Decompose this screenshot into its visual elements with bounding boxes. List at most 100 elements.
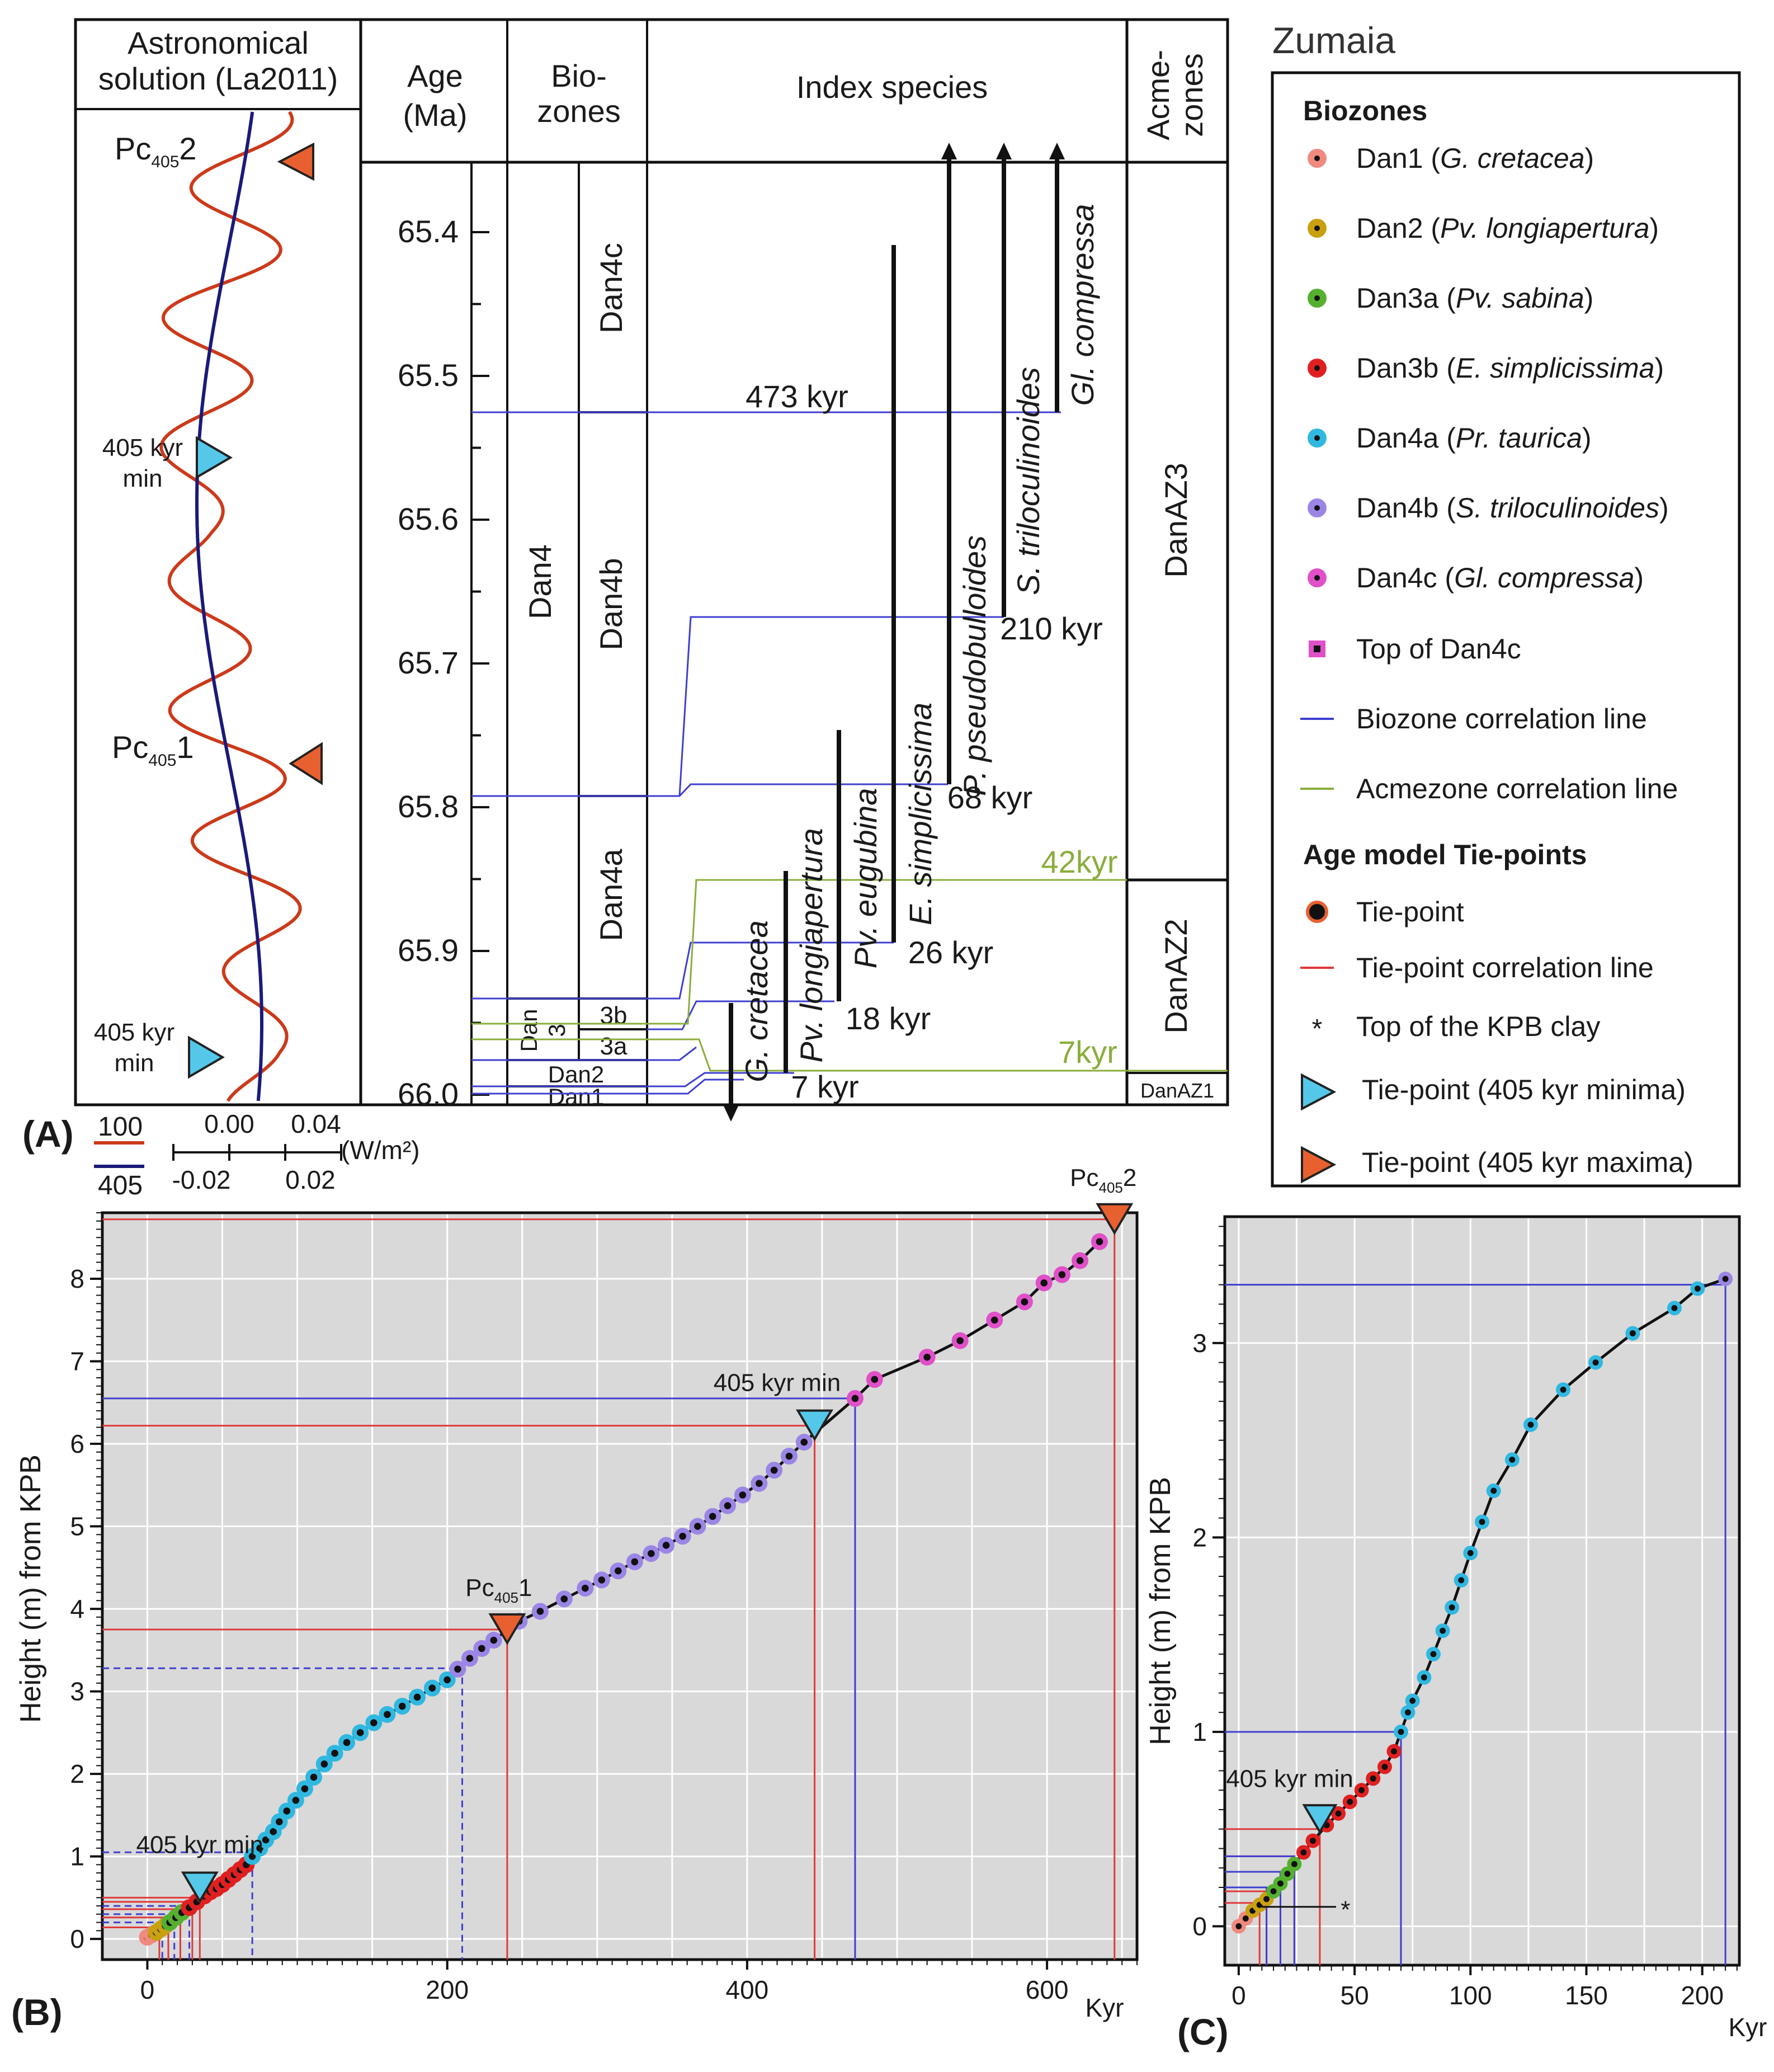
corr-dan2 [471, 1046, 697, 1061]
panel-b-chart: Pc4052 Pc4051 405 kyr min 405 kyr min 0 200 4… [11, 1164, 1139, 2033]
scale-bottom-tick-0: -0.02 [172, 1165, 231, 1194]
biozone-correlation-line [102, 1905, 191, 1960]
data-point-core [739, 1491, 747, 1499]
y-tick-label: 3 [70, 1677, 84, 1706]
legend-tie-point-label: Tie-point [1356, 896, 1464, 927]
age-header-1: Age [407, 58, 463, 93]
age-axis: 65.4 65.5 65.6 65.7 65.8 65.9 66.0 [398, 162, 508, 1112]
data-point-core [1358, 1787, 1365, 1793]
astro-min-b-label-2: min [115, 1049, 154, 1077]
data-point-core [598, 1576, 606, 1584]
panel-c-ylabel: Height (m) from KPB [1144, 1477, 1177, 1745]
data-point-core [1277, 1880, 1284, 1887]
x-tick-label: 50 [1340, 1981, 1369, 2010]
data-point-core [1270, 1888, 1277, 1895]
acme-7 [471, 1038, 1228, 1072]
species-s-triloculinoides: S. triloculinoides [1011, 367, 1046, 595]
duration-42-green: 42kyr [1041, 844, 1118, 879]
data-point-core [248, 1853, 256, 1860]
acmezone-danaz1: DanAZ1 [1140, 1079, 1214, 1102]
data-point-core [648, 1550, 655, 1557]
data-point-core [785, 1452, 793, 1460]
biozone-dan2: Dan2 [548, 1061, 604, 1087]
legend-tie-point-marker [1306, 901, 1328, 923]
legend-tie-title: Age model Tie-points [1303, 839, 1587, 870]
data-point-core [1076, 1257, 1084, 1264]
biozone-dan4a: Dan4a [593, 849, 629, 941]
scale-unit: (W/m²) [341, 1136, 419, 1165]
data-point-core [1284, 1871, 1291, 1877]
scale-100-label: 100 [98, 1112, 143, 1142]
species-pv-eugubina: Pv. eugubina [848, 788, 883, 969]
legend-tie-max-label: Tie-point (405 kyr maxima) [1362, 1147, 1693, 1178]
data-point-core [1440, 1627, 1446, 1634]
data-point-core [1235, 1923, 1242, 1929]
biozone-dan4c: Dan4c [593, 243, 629, 333]
data-point-core [428, 1684, 436, 1692]
data-point-core [1629, 1330, 1636, 1336]
data-point-core [1479, 1519, 1485, 1525]
data-point-core [1458, 1577, 1465, 1584]
legend-biozones-title: Biozones [1303, 95, 1427, 126]
duration-68: 68 kyr [947, 780, 1033, 815]
panel-label-a: (A) [22, 1113, 74, 1155]
panel-a-stratigraphy: Astronomical solution (La2011) Pc4052 Pc… [22, 18, 1229, 1200]
data-point-core [1242, 1915, 1249, 1922]
age-tick-label: 65.4 [398, 214, 459, 249]
data-point-core [1263, 1896, 1270, 1903]
data-point-core [270, 1828, 277, 1835]
data-point-core [1527, 1421, 1534, 1428]
y-tick-label: 0 [70, 1924, 84, 1953]
data-point-core [1449, 1604, 1455, 1611]
astro-min-a-marker [196, 436, 233, 479]
data-point-core [262, 1836, 270, 1844]
age-tick-label: 65.9 [398, 933, 459, 968]
data-point-core [1391, 1748, 1397, 1755]
data-point-core [1398, 1729, 1404, 1735]
data-point-core [1040, 1279, 1048, 1287]
data-point-core [1096, 1238, 1103, 1245]
data-point-core [560, 1595, 568, 1603]
age-tick-label: 65.6 [398, 501, 459, 536]
duration-210: 210 kyr [1000, 611, 1103, 646]
astro-pc2-label: Pc4052 [115, 131, 197, 171]
acmezone-danaz2: DanAZ2 [1158, 919, 1193, 1033]
data-point-core [615, 1567, 622, 1575]
arrow-p-pseudobulloides [941, 143, 957, 159]
panel-label-b: (B) [11, 1991, 63, 2033]
data-point-core [276, 1818, 283, 1825]
x-tick-label: 0 [140, 1975, 155, 2004]
astro-header-2: solution (La2011) [98, 61, 338, 96]
y-tick-label: 1 [1192, 1717, 1207, 1746]
acmezones-header-2: zones [1174, 53, 1209, 136]
astro-pc1-label: Pc4051 [112, 729, 194, 770]
data-point-core [1021, 1298, 1028, 1306]
scale-bottom-tick-1: 0.02 [285, 1165, 336, 1194]
age-header-2: (Ma) [403, 97, 467, 133]
panel-label-c: (C) [1177, 2011, 1229, 2052]
x-tick-label: 100 [1449, 1981, 1492, 2010]
panel-b-xlabel: Kyr [1086, 1993, 1124, 2022]
data-point-core [871, 1376, 879, 1383]
astro-min-b-label-1: 405 kyr [94, 1019, 174, 1046]
data-point-core [956, 1337, 964, 1344]
data-point-core [770, 1466, 778, 1474]
eccentricity-405-curve [195, 111, 263, 1101]
data-point-core [800, 1438, 808, 1446]
y-tick-label: 2 [70, 1759, 84, 1788]
x-tick-label: 0 [1232, 1981, 1246, 2010]
legend-box [1271, 71, 1741, 1188]
data-point-core [384, 1711, 391, 1718]
kpb-star: * [1341, 1896, 1350, 1924]
y-tick-label: 7 [70, 1347, 84, 1376]
tie-point-min [796, 1409, 834, 1442]
duration-18: 18 kyr [846, 1001, 931, 1036]
data-point-core [631, 1558, 639, 1566]
age-tick-label: 66.0 [398, 1076, 459, 1112]
legend-label-dan1: Dan1 (G. cretacea) [1356, 143, 1594, 174]
data-point-core [1560, 1386, 1567, 1393]
data-point-core [1300, 1849, 1307, 1856]
acmezones-header-1: Acme- [1140, 50, 1176, 140]
range-arrows [723, 143, 1065, 1122]
corr-26 [471, 941, 894, 1000]
